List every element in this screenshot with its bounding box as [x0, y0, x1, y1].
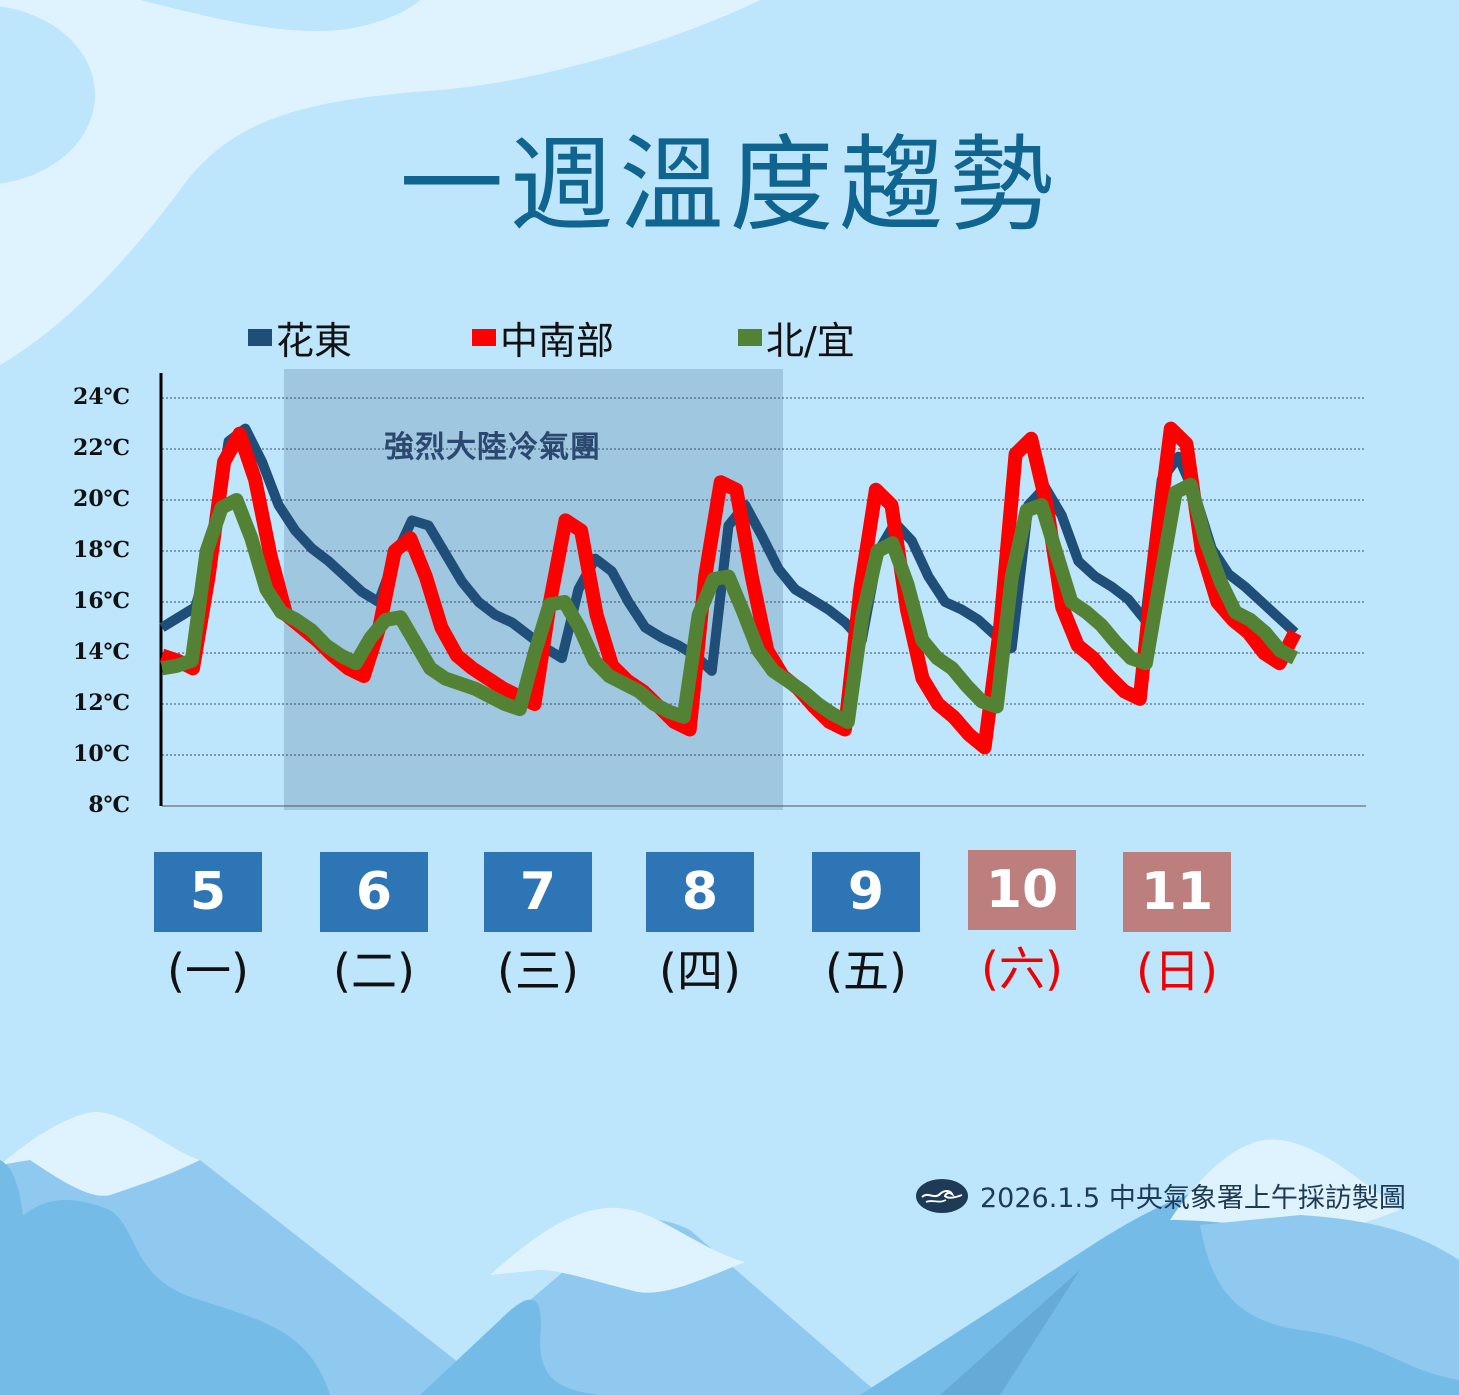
day-date-box: 10	[968, 850, 1076, 930]
legend-swatch-icon	[472, 329, 496, 346]
day-date-box: 6	[320, 852, 428, 932]
day-date-box: 8	[646, 852, 754, 932]
footer-credit: 2026.1.5 中央氣象署上午採訪製圖	[916, 1176, 1406, 1215]
day-weekday-label: (三)	[497, 944, 579, 998]
series-line-北/宜	[160, 477, 1299, 729]
legend-item-huadong: 花東	[248, 310, 352, 365]
day-date-box: 5	[154, 852, 262, 932]
day-weekday-label: (一)	[167, 944, 249, 998]
series-lines	[159, 421, 1302, 755]
day-5: 5 (一)	[154, 852, 262, 1002]
legend-swatch-icon	[248, 329, 272, 346]
page-title: 一週溫度趨勢	[399, 124, 1060, 246]
day-date-box: 9	[812, 852, 920, 932]
legend-item-north-yilan: 北/宜	[738, 310, 855, 365]
day-date-box: 7	[484, 852, 592, 932]
legend-label: 中南部	[500, 319, 615, 363]
y-tick-label: 10℃	[73, 741, 130, 767]
y-tick-label: 18℃	[73, 537, 130, 563]
day-date-box: 11	[1123, 852, 1231, 932]
y-tick-label: 12℃	[73, 690, 130, 716]
day-7: 7 (三)	[484, 852, 592, 1002]
y-tick-label: 24℃	[73, 384, 130, 410]
day-weekday-label: (五)	[825, 944, 907, 998]
series-line-花東	[159, 423, 1299, 676]
day-weekday-label: (日)	[1136, 944, 1218, 998]
day-10: 10 (六)	[968, 850, 1076, 1000]
day-weekday-label: (六)	[981, 942, 1063, 996]
legend-swatch-icon	[738, 329, 762, 346]
legend-label: 北/宜	[766, 319, 855, 363]
day-9: 9 (五)	[812, 852, 920, 1002]
day-6: 6 (二)	[320, 852, 428, 1002]
cold-air-mass-annotation: 強烈大陸冷氣團	[384, 430, 601, 465]
y-tick-label: 22℃	[73, 435, 130, 461]
legend-label: 花東	[276, 319, 353, 363]
y-tick-label: 14℃	[73, 639, 130, 665]
y-tick-label: 20℃	[73, 486, 130, 512]
series-line-中南部	[159, 421, 1302, 755]
cwa-cloud-logo-icon	[916, 1178, 968, 1213]
y-tick-label: 8℃	[88, 792, 130, 818]
day-11: 11 (日)	[1123, 852, 1231, 1002]
y-tick-label: 16℃	[73, 588, 130, 614]
legend-item-central-south: 中南部	[472, 310, 614, 365]
day-weekday-label: (二)	[333, 944, 415, 998]
day-8: 8 (四)	[646, 852, 754, 1002]
day-weekday-label: (四)	[659, 944, 741, 998]
footer-text: 2026.1.5 中央氣象署上午採訪製圖	[980, 1183, 1406, 1214]
